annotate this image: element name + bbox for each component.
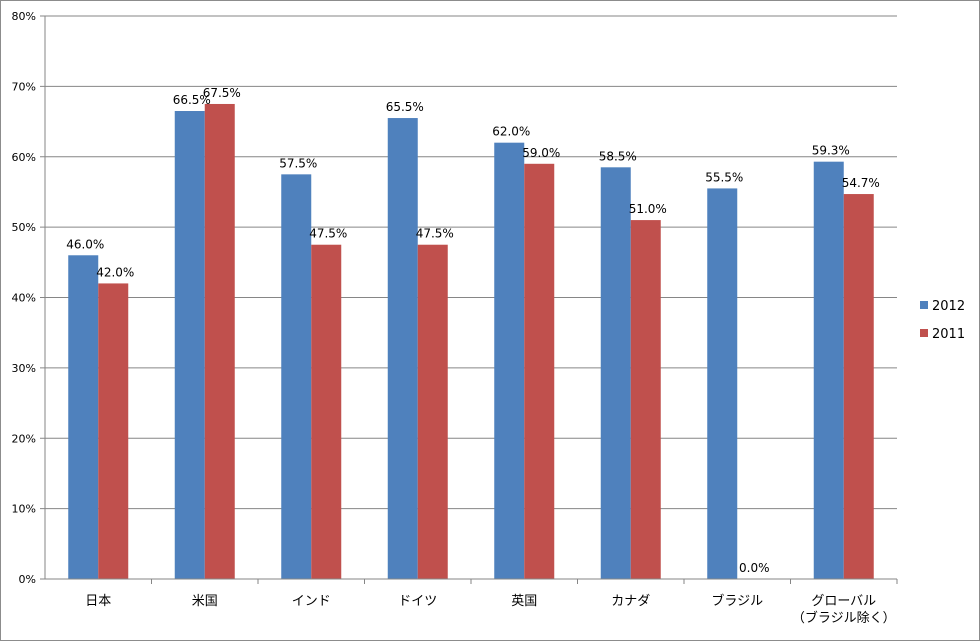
legend-swatch-2011 <box>920 329 928 337</box>
y-tick-label: 60% <box>12 151 36 164</box>
data-label-2012: 58.5% <box>599 149 637 163</box>
data-label-2011: 59.0% <box>522 146 560 160</box>
bar-2011 <box>630 220 661 579</box>
y-axis-tick-labels: 0% 10% 20% 30% 40% 50% 60% 70% 80% <box>12 10 36 586</box>
data-label-2011: 67.5% <box>203 86 241 100</box>
bar-2012 <box>600 167 631 579</box>
x-tick-label: 米国 <box>192 594 218 609</box>
data-labels: 46.0% 42.0% 66.5%67.5% 57.5% 47.5% 65.5% 47.5%… <box>66 86 880 575</box>
bar-2011 <box>843 194 874 579</box>
data-label-2012: 55.5% <box>705 170 743 184</box>
legend-label-2012: 2012 <box>932 299 965 314</box>
bars <box>68 103 874 580</box>
x-tick-label: 英国 <box>511 594 537 609</box>
y-tick-label: 0% <box>19 573 36 586</box>
bar-2011 <box>98 283 129 579</box>
y-tick-label: 80% <box>12 10 36 23</box>
x-tick-label: グローバル <box>811 594 876 609</box>
y-tick-label: 50% <box>12 221 36 234</box>
legend: 2012 2011 <box>920 299 965 342</box>
data-label-2012: 57.5% <box>279 156 317 170</box>
data-label-2012: 62.0% <box>492 125 530 139</box>
x-tick-label: ドイツ <box>398 594 437 609</box>
bar-2012 <box>174 111 205 579</box>
x-tick-label: カナダ <box>611 594 650 609</box>
x-tick-label: （ブラジル除く） <box>792 610 896 626</box>
bar-2011 <box>204 103 235 579</box>
y-tick-label: 10% <box>12 503 36 516</box>
y-tick-label: 40% <box>12 292 36 305</box>
y-tick-label: 70% <box>12 80 36 93</box>
bar-2012 <box>68 255 99 579</box>
bar-2011 <box>524 163 555 579</box>
data-label-2012: 65.5% <box>386 100 424 114</box>
axes <box>40 15 898 584</box>
data-label-2012: 46.0% <box>66 237 104 251</box>
bar-2012 <box>813 161 844 579</box>
bar-2012 <box>494 142 525 580</box>
y-tick-label: 30% <box>12 362 36 375</box>
data-label-2011: 54.7% <box>842 176 880 190</box>
data-label-2011: 0.0% <box>739 561 770 575</box>
data-label-2011: 47.5% <box>416 227 454 241</box>
data-label-2011: 47.5% <box>309 227 347 241</box>
bar-2012 <box>387 118 418 579</box>
legend-swatch-2012 <box>920 301 928 309</box>
data-label-2012: 59.3% <box>812 144 850 158</box>
gridlines <box>45 15 897 510</box>
data-label-2011: 42.0% <box>96 265 134 279</box>
bar-2011 <box>311 244 342 579</box>
x-tick-label: ブラジル <box>711 593 763 609</box>
x-axis-tick-labels: 日本 米国 インド ドイツ 英国 カナダ ブラジル グローバル（ブラジル除く） <box>85 593 895 626</box>
legend-label-2011: 2011 <box>932 327 965 342</box>
x-tick-label: インド <box>292 594 331 609</box>
x-tick-label: 日本 <box>85 594 111 609</box>
bar-2011 <box>417 244 448 579</box>
y-tick-label: 20% <box>12 432 36 445</box>
data-label-2012: 66.5% <box>173 93 211 107</box>
bar-2012 <box>707 188 738 579</box>
bar-2012 <box>281 174 312 579</box>
data-label-2011: 51.0% <box>629 202 667 216</box>
